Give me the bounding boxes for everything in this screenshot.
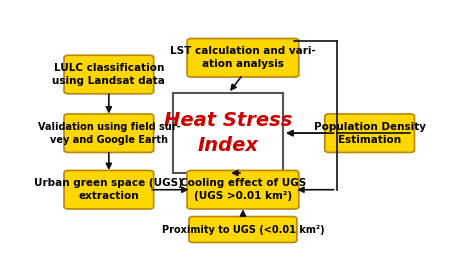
Text: Cooling effect of UGS
(UGS >0.01 km²): Cooling effect of UGS (UGS >0.01 km²) xyxy=(180,178,306,201)
Text: Proximity to UGS (<0.01 km²): Proximity to UGS (<0.01 km²) xyxy=(162,224,324,234)
Text: Urban green space (UGS)
extraction: Urban green space (UGS) extraction xyxy=(35,178,183,201)
FancyBboxPatch shape xyxy=(173,93,283,173)
FancyBboxPatch shape xyxy=(325,114,414,152)
FancyBboxPatch shape xyxy=(189,217,297,243)
FancyBboxPatch shape xyxy=(64,55,154,94)
FancyBboxPatch shape xyxy=(64,114,154,152)
FancyBboxPatch shape xyxy=(187,171,299,209)
Text: LULC classification
using Landsat data: LULC classification using Landsat data xyxy=(53,63,165,86)
FancyBboxPatch shape xyxy=(187,39,299,77)
Text: LST calculation and vari-
ation analysis: LST calculation and vari- ation analysis xyxy=(170,46,316,69)
Text: Heat Stress
Index: Heat Stress Index xyxy=(164,111,292,155)
Text: Population Density
Estimation: Population Density Estimation xyxy=(314,122,426,145)
Text: Validation using field sur-
vey and Google Earth: Validation using field sur- vey and Goog… xyxy=(37,122,180,145)
FancyBboxPatch shape xyxy=(64,171,154,209)
